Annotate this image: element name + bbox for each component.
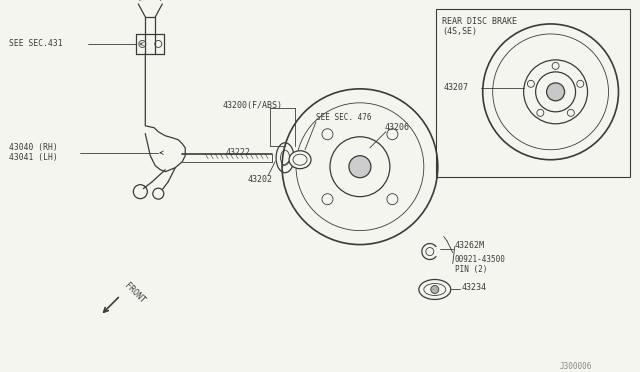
Text: 43041 (LH): 43041 (LH): [8, 153, 58, 162]
Text: 43262M: 43262M: [455, 241, 484, 250]
Bar: [436, 9, 630, 177]
Ellipse shape: [419, 279, 451, 299]
Text: 00921-43500: 00921-43500: [455, 255, 506, 264]
Text: 43222: 43222: [225, 148, 250, 157]
Text: SEE SEC.431: SEE SEC.431: [8, 39, 62, 48]
Circle shape: [426, 248, 434, 256]
Text: PIN (2): PIN (2): [455, 265, 487, 274]
Circle shape: [349, 156, 371, 178]
Text: J300006: J300006: [559, 362, 592, 371]
Text: REAR DISC BRAKE: REAR DISC BRAKE: [442, 17, 516, 26]
Text: 43206: 43206: [385, 123, 410, 132]
Text: FRONT: FRONT: [122, 282, 147, 305]
Text: 43207: 43207: [444, 83, 468, 92]
Text: 43200(F/ABS): 43200(F/ABS): [222, 101, 282, 110]
Text: (4S,SE): (4S,SE): [442, 27, 477, 36]
Ellipse shape: [289, 151, 311, 169]
Text: 43040 (RH): 43040 (RH): [8, 143, 58, 152]
Text: 43202: 43202: [247, 175, 272, 184]
Circle shape: [547, 83, 564, 101]
Circle shape: [431, 285, 439, 294]
Text: SEE SEC. 476: SEE SEC. 476: [316, 113, 371, 122]
Text: 43234: 43234: [461, 283, 487, 292]
